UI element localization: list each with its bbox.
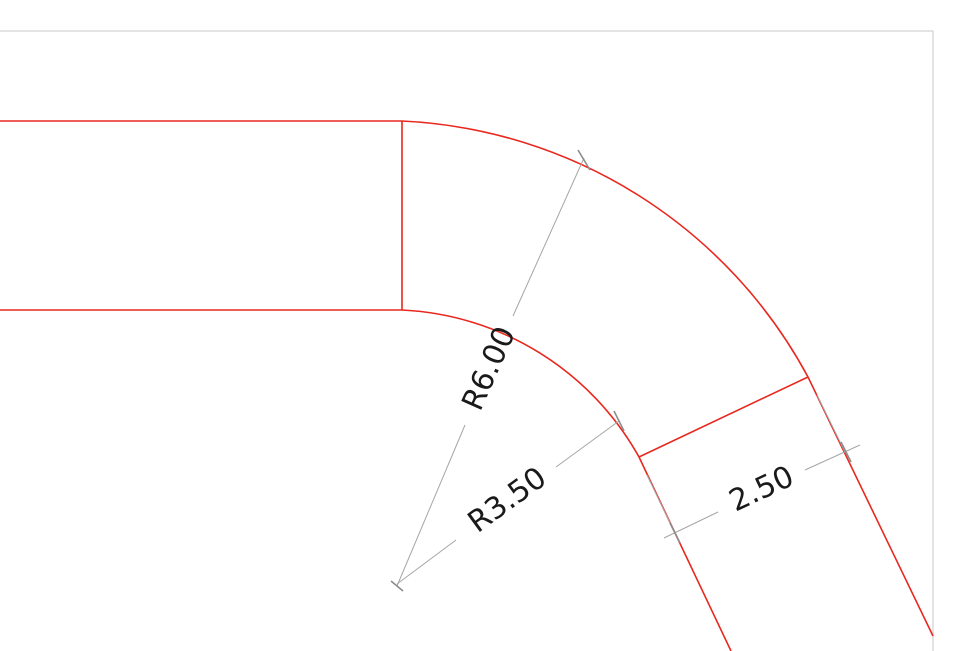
bend-end-boundary bbox=[638, 376, 809, 458]
width-dimension-line-right bbox=[804, 444, 861, 471]
width-label: 2.50 bbox=[724, 459, 799, 519]
width-extension-outer bbox=[816, 394, 846, 453]
inner-bend-arc bbox=[401, 309, 640, 458]
viewport-frame bbox=[0, 30, 934, 651]
outer-radius-leader-upper bbox=[512, 157, 585, 317]
width-dimension-line-left bbox=[663, 511, 719, 539]
inner-radius-leader-upper bbox=[555, 420, 620, 468]
inner-radius-leader-lower bbox=[396, 539, 457, 585]
outer-radius-label: R6.00 bbox=[455, 321, 523, 415]
outer-bend-arc bbox=[401, 120, 809, 378]
width-tick-right bbox=[840, 441, 852, 463]
width-dimension[interactable]: 2.50 bbox=[646, 394, 861, 544]
outer-radius-tick bbox=[577, 149, 591, 171]
outer-radius-leader-lower bbox=[396, 424, 466, 587]
outer-radius-center-tick bbox=[390, 580, 404, 592]
inner-radius-label: R3.50 bbox=[462, 460, 553, 540]
bent-bar-geometry bbox=[0, 120, 934, 651]
inner-radius-tick bbox=[613, 410, 625, 432]
width-tick-left bbox=[669, 522, 681, 544]
inner-radius-dimension[interactable]: R3.50 bbox=[396, 410, 625, 585]
